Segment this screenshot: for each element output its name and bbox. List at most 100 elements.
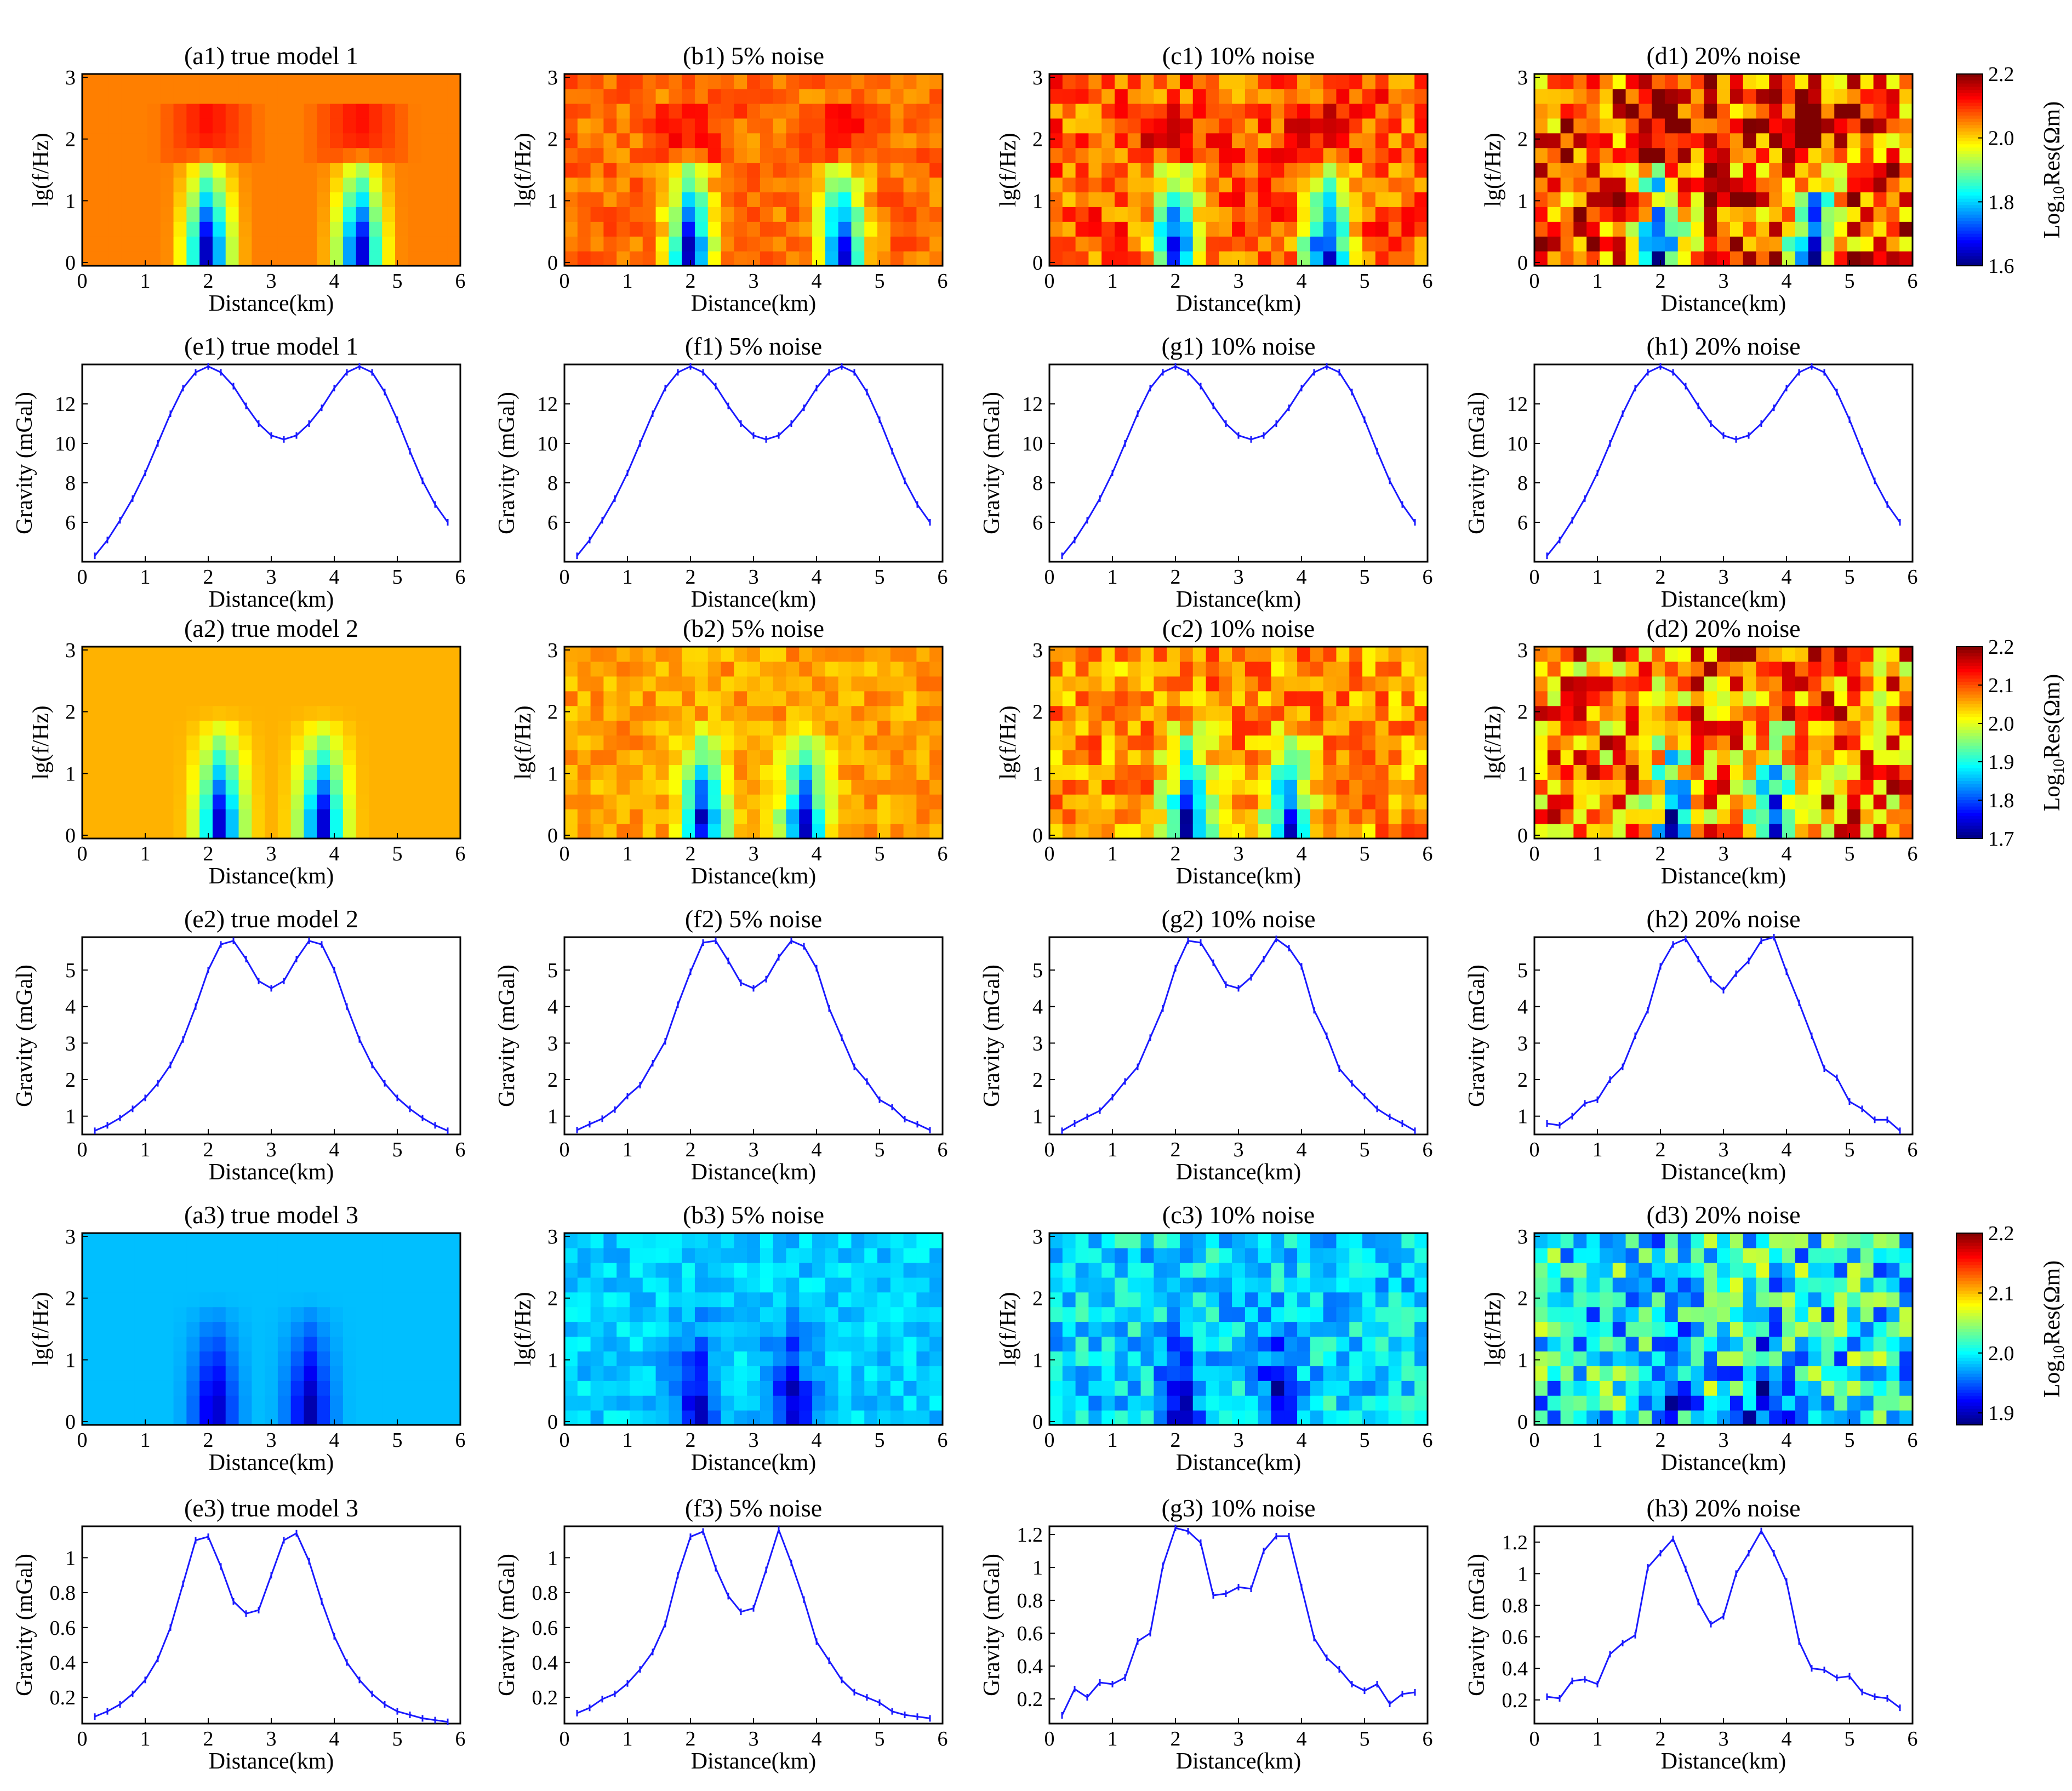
- heatmap-cell: [564, 1307, 578, 1322]
- heatmap-cell: [760, 1395, 774, 1411]
- heatmap-cell: [447, 147, 461, 163]
- heatmap-cell: [1114, 794, 1128, 809]
- heatmap-cell: [1219, 1410, 1232, 1425]
- heatmap-cell: [1691, 88, 1704, 104]
- heatmap-cell: [238, 824, 252, 839]
- heatmap-cell: [277, 809, 292, 824]
- heatmap-cell: [1258, 133, 1272, 149]
- heatmap-cell: [890, 661, 904, 677]
- heatmap-cell: [707, 691, 722, 706]
- heatmap-cell: [1677, 177, 1692, 192]
- heatmap-cell: [603, 765, 617, 780]
- heatmap-cell: [707, 824, 722, 839]
- heatmap-cell: [1743, 177, 1757, 192]
- x-tick-label: 3: [1719, 842, 1729, 865]
- heatmap-cell: [734, 236, 747, 252]
- heatmap-cell: [199, 118, 213, 134]
- heatmap-cell: [642, 103, 657, 119]
- heatmap-cell: [786, 1351, 800, 1366]
- heatmap-cell: [590, 133, 604, 149]
- heatmap-cell: [1062, 133, 1076, 149]
- heatmap-cell: [617, 1321, 630, 1337]
- heatmap-cell: [408, 1262, 422, 1278]
- heatmap-cell: [1534, 824, 1548, 839]
- heatmap-cell: [694, 750, 709, 765]
- heatmap-cell: [1206, 647, 1219, 662]
- heatmap-cell: [1388, 1410, 1402, 1425]
- heatmap-cell: [356, 1410, 370, 1425]
- x-tick-label: 0: [1529, 842, 1540, 865]
- heatmap-cell: [199, 691, 213, 706]
- heatmap-cell: [447, 735, 461, 751]
- heatmap-cell: [134, 1366, 148, 1381]
- heatmap-cell: [225, 1233, 239, 1248]
- heatmap-cell: [682, 735, 695, 751]
- heatmap-cell: [1821, 676, 1835, 692]
- heatmap-cell: [1873, 794, 1887, 809]
- heatmap-cell: [434, 251, 448, 266]
- heatmap-cell: [1573, 809, 1587, 824]
- heatmap-cell: [447, 705, 461, 721]
- heatmap-cell: [603, 177, 617, 192]
- heatmap-cell: [82, 1321, 96, 1337]
- heatmap-cell: [1547, 177, 1561, 192]
- heatmap-cell: [134, 103, 148, 119]
- heatmap-cell: [1075, 720, 1089, 736]
- colorbar-step: [1956, 832, 1983, 836]
- heatmap-cell: [1756, 236, 1770, 252]
- heatmap-cell: [1258, 74, 1272, 89]
- colorbar-step: [1956, 138, 1983, 142]
- heatmap-cell: [1232, 147, 1246, 163]
- heatmap-cell: [1599, 794, 1613, 809]
- heatmap-cell: [277, 133, 292, 149]
- heatmap-cell: [564, 1262, 578, 1278]
- heatmap-cell: [199, 794, 213, 809]
- heatmap-cell: [1664, 794, 1679, 809]
- heatmap-cell: [1599, 88, 1613, 104]
- heatmap-cell: [655, 147, 669, 163]
- heatmap-cell: [1808, 676, 1822, 692]
- heatmap-cell: [916, 251, 930, 266]
- heatmap-cell: [1297, 1381, 1311, 1396]
- heatmap-cell: [1271, 809, 1285, 824]
- heatmap-cell: [760, 133, 774, 149]
- heatmap-cell: [252, 1292, 265, 1308]
- heatmap-cell: [903, 705, 917, 721]
- heatmap-cell: [1599, 133, 1613, 149]
- heatmap-cell: [238, 118, 252, 134]
- heatmap-cell: [186, 794, 200, 809]
- y-tick-label: 3: [1032, 639, 1043, 662]
- heatmap-cell: [238, 1410, 252, 1425]
- heatmap-cell: [1612, 207, 1626, 222]
- heatmap-cell: [1336, 735, 1350, 751]
- heatmap-cell: [773, 824, 787, 839]
- colorbar-step: [1956, 790, 1983, 795]
- heatmap-cell: [838, 1292, 852, 1308]
- heatmap-cell: [95, 691, 109, 706]
- heatmap-cell: [1375, 647, 1389, 662]
- heatmap-cell: [1664, 192, 1679, 207]
- heatmap-cell: [186, 1321, 200, 1337]
- heatmap-cell: [838, 133, 852, 149]
- heatmap-cell: [160, 750, 174, 765]
- heatmap-cell: [186, 177, 200, 192]
- heatmap-cell: [694, 691, 709, 706]
- heatmap-cell: [369, 1247, 383, 1263]
- heatmap-cell: [1652, 133, 1665, 149]
- heatmap-cell: [1349, 720, 1363, 736]
- heatmap-cell: [1821, 236, 1835, 252]
- heatmap-cell: [864, 1277, 878, 1293]
- heatmap-cell: [421, 1247, 435, 1263]
- heatmap-cell: [1088, 1366, 1102, 1381]
- heatmap-cell: [786, 1366, 800, 1381]
- heatmap-cell: [760, 103, 774, 119]
- heatmap-cell: [1127, 794, 1141, 809]
- heatmap-cell: [199, 251, 213, 266]
- heatmap-cell: [1245, 118, 1259, 134]
- heatmap-cell: [773, 207, 787, 222]
- heatmap-cell: [1388, 1351, 1402, 1366]
- heatmap-cell: [1704, 647, 1717, 662]
- heatmap-cell: [252, 103, 265, 119]
